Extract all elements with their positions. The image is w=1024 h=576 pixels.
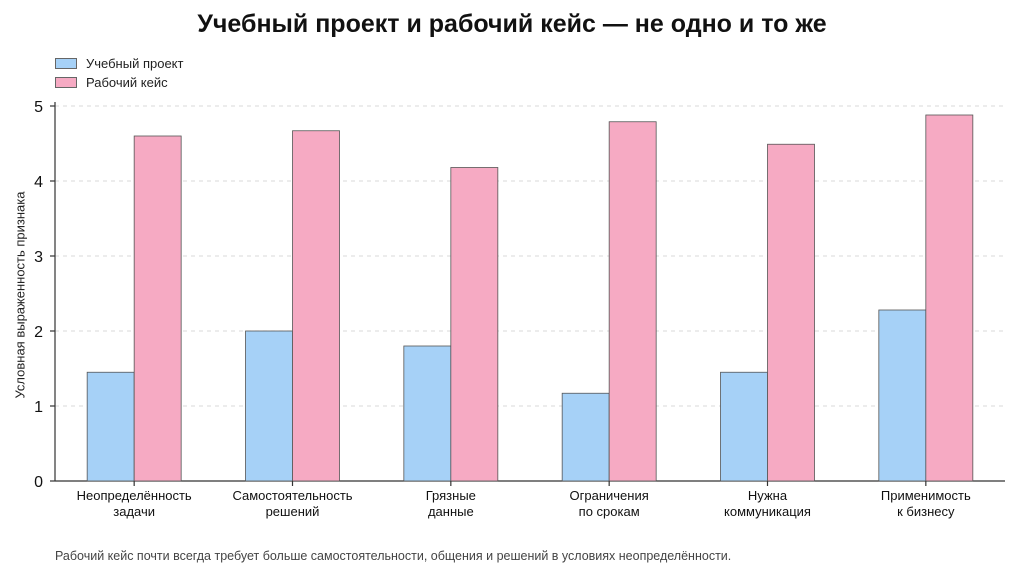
legend-swatch-work	[55, 77, 77, 88]
x-tick-label: Грязные данные	[426, 488, 476, 519]
bar-study-project	[878, 309, 927, 482]
bar-chart: 0 1 2 3 4 5 Неопределённость задачи Самостоятель…	[34, 99, 1005, 519]
bar-work-case	[608, 121, 657, 482]
bar-work-case	[925, 114, 974, 482]
bar-work-case	[292, 130, 340, 482]
y-tick-label: 4	[34, 174, 43, 191]
x-tick-label-line: решений	[266, 504, 320, 519]
bar-study-project	[720, 371, 768, 482]
bar-work-case	[767, 143, 815, 482]
x-tick-label-line: по срокам	[579, 504, 640, 519]
x-tick-label-line: Грязные	[426, 488, 476, 503]
bar-study-project	[245, 330, 293, 482]
bar-study-project	[403, 345, 452, 482]
y-tick-label: 2	[34, 324, 43, 341]
y-tick-label: 0	[34, 474, 43, 491]
x-tick-label-line: Неопределённость	[77, 488, 192, 503]
legend-item-study: Учебный проект	[55, 54, 183, 73]
x-tick-label-line: Самостоятельность	[232, 488, 352, 503]
x-tick-label-line: данные	[428, 504, 474, 519]
footnote: Рабочий кейс почти всегда требует больше…	[55, 549, 732, 563]
legend-label-study: Учебный проект	[86, 56, 184, 71]
x-tick-label-line: к бизнесу	[897, 504, 955, 519]
y-tick-label: 1	[34, 399, 43, 416]
legend-label-work: Рабочий кейс	[86, 75, 168, 90]
x-tick-label-line: коммуникация	[724, 504, 811, 519]
bar-study-project	[86, 371, 135, 482]
x-tick-label-line: Ограничения	[570, 488, 649, 503]
legend-swatch-study	[55, 58, 77, 69]
bar-study-project	[561, 392, 610, 482]
y-tick-label: 3	[34, 249, 43, 266]
x-tick-label-line: задачи	[113, 504, 155, 519]
bar-work-case	[133, 135, 182, 482]
x-tick-label-line: Применимость	[881, 488, 971, 503]
x-tick-label: Ограничения по срокам	[570, 488, 649, 519]
x-tick-label: Самостоятельность решений	[232, 488, 352, 519]
legend-item-work: Рабочий кейс	[55, 73, 183, 92]
y-tick-label: 5	[34, 99, 43, 116]
legend: Учебный проект Рабочий кейс	[55, 54, 183, 92]
x-tick-label: Нужна коммуникация	[724, 488, 811, 519]
bar-work-case	[450, 167, 499, 482]
x-tick-label-line: Нужна	[748, 488, 788, 503]
chart-title: Учебный проект и рабочий кейс — не одно …	[197, 10, 827, 38]
x-tick-label: Неопределённость задачи	[77, 488, 192, 519]
x-tick-label: Применимость к бизнесу	[881, 488, 971, 519]
